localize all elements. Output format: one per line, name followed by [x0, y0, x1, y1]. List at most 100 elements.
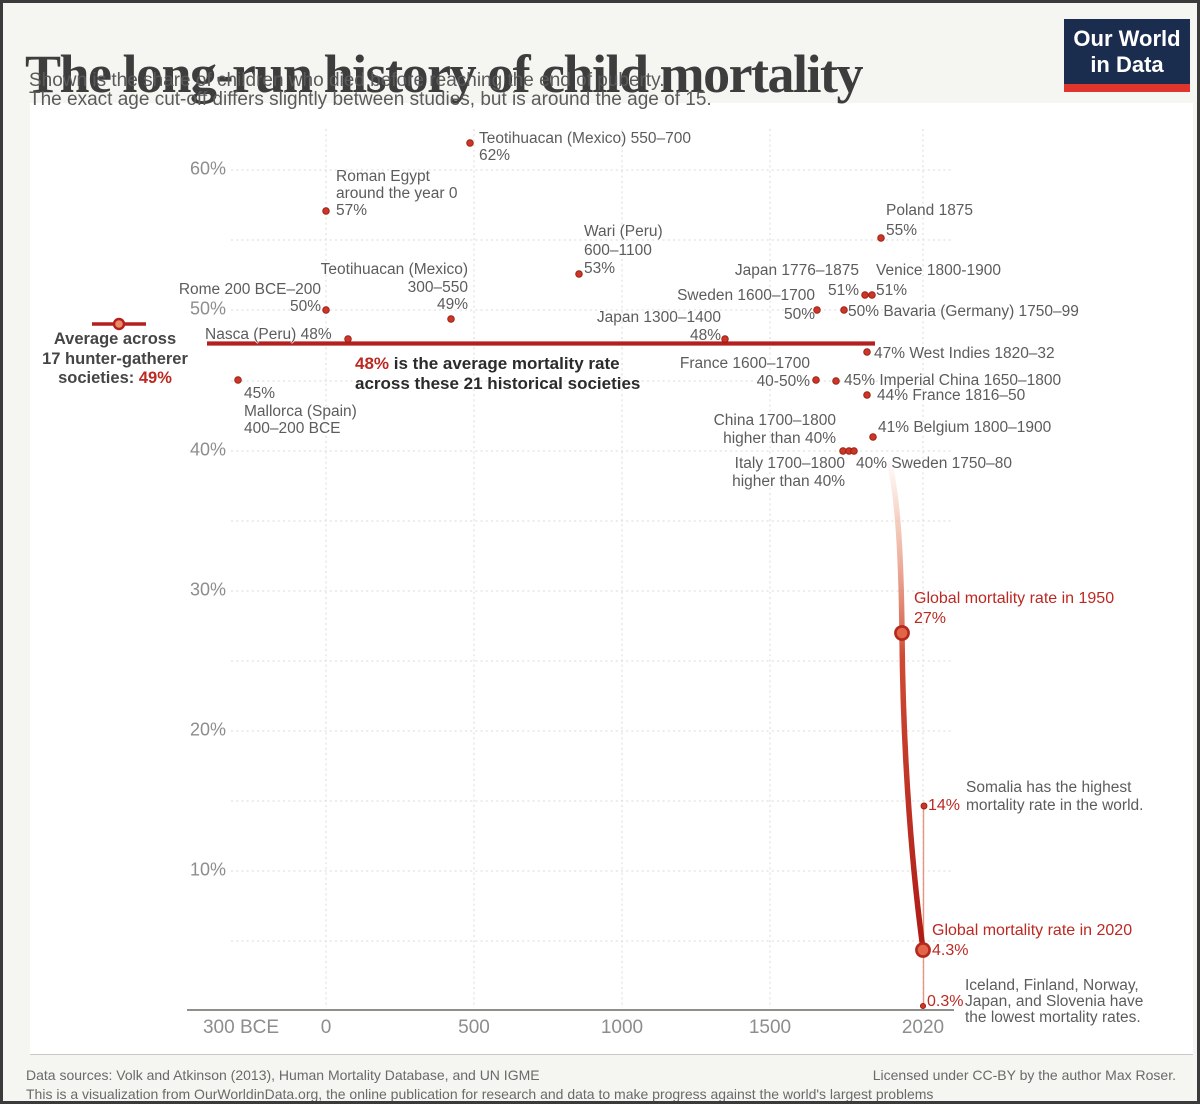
- annotation-line: France 1600–1700: [680, 355, 810, 373]
- annotation-line: societies: 49%: [42, 369, 188, 389]
- annotation-line: 45% Imperial China 1650–1800: [844, 373, 1061, 389]
- annotation-text: higher than 40%: [732, 473, 845, 490]
- annotation-line: 14%: [928, 797, 960, 814]
- annotation-text: Japan 1300–1400: [596, 309, 721, 326]
- annotation-line: Somalia has the highest: [966, 779, 1143, 797]
- annotation-text: Wari (Peru): [584, 223, 663, 240]
- annotation-text: Poland 1875: [886, 202, 974, 219]
- annotation-line: 41% Belgium 1800–1900: [878, 420, 1051, 436]
- annotation-text: China 1700–1800: [713, 412, 836, 429]
- x-tick-label: 2020: [901, 1017, 945, 1038]
- footer-tagline: This is a visualization from OurWorldinD…: [26, 1086, 934, 1102]
- annotation-line: Japan, and Slovenia have: [965, 994, 1143, 1010]
- plot-area: [30, 103, 1193, 1055]
- annotation-line: 53%: [584, 260, 663, 279]
- annotation-line: 44% France 1816–50: [877, 388, 1025, 404]
- annotation-france-1600-label: France 1600–1700 40-50%: [680, 355, 810, 391]
- annotation-line: Teotihuacan (Mexico) 550–700: [479, 130, 691, 147]
- annotation-text: France 1600–1700: [679, 355, 810, 372]
- annotation-line: across these 21 historical societies: [355, 374, 640, 394]
- annotation-line: higher than 40%: [714, 430, 836, 448]
- annotation-line: 51%: [876, 281, 1001, 301]
- annotation-line: Sweden 1600–1700: [677, 286, 815, 305]
- annotation-text: Japan 1776–1875: [734, 262, 859, 279]
- annotation-text: Global mortality rate in 2020: [932, 922, 1133, 939]
- annotation-text: Global mortality rate in 1950: [914, 590, 1115, 607]
- annotation-line: China 1700–1800: [714, 412, 836, 430]
- annotation-somalia-pct: 14%: [928, 797, 960, 814]
- annotation-line: Global mortality rate in 1950: [914, 589, 1114, 609]
- annotation-line: Mallorca (Spain): [244, 403, 357, 421]
- annotation-text: Venice 1800-1900: [876, 262, 1001, 279]
- annotation-line: 50% Bavaria (Germany) 1750–99: [848, 304, 1079, 320]
- annotation-text: 40-50%: [756, 373, 810, 390]
- annotation-wari-label: Wari (Peru) 600–1100 53%: [584, 223, 663, 279]
- annotation-line: Nasca (Peru) 48%: [205, 327, 332, 343]
- annotation-line: 45%: [244, 385, 357, 403]
- annotation-roman-egypt-label: Roman Egypt around the year 0 57%: [336, 168, 458, 219]
- annotation-sweden-1600-label: Sweden 1600–1700 50%: [677, 286, 815, 324]
- annotation-text: 40% Sweden 1750–80: [856, 455, 1012, 472]
- annotation-lowest-pct: 0.3%: [927, 993, 963, 1010]
- annotation-line: Teotihuacan (Mexico): [321, 261, 468, 279]
- annotation-poland-label: Poland 1875 55%: [886, 201, 973, 241]
- annotation-line: Italy 1700–1800: [732, 455, 845, 473]
- annotation-text: 0.3%: [927, 993, 964, 1010]
- annotation-line: 50%: [179, 297, 321, 316]
- annotation-line: higher than 40%: [732, 473, 845, 491]
- x-tick-label: 1500: [748, 1017, 792, 1038]
- annotation-text: 27%: [914, 609, 947, 627]
- annotation-text: Japan, and Slovenia have: [965, 993, 1144, 1010]
- annotation-text: higher than 40%: [723, 430, 836, 447]
- annotation-text: Mallorca (Spain): [244, 402, 357, 420]
- footer-license: Licensed under CC-BY by the author Max R…: [872, 1067, 1176, 1083]
- annotation-china-1700-label: China 1700–1800 higher than 40%: [714, 412, 836, 448]
- annotation-line: Wari (Peru): [584, 223, 663, 242]
- annotation-line: 49%: [321, 296, 468, 314]
- annotation-sweden-1750-label: 40% Sweden 1750–80: [856, 456, 1012, 472]
- annotation-imperial-china-label: 45% Imperial China 1650–1800: [844, 373, 1061, 389]
- annotation-line: 48% is the average mortality rate: [355, 354, 640, 374]
- subtitle-line-1: Shown is the share of children who died …: [29, 70, 665, 91]
- footer-data-sources: Data sources: Volk and Atkinson (2013), …: [26, 1067, 540, 1083]
- annotation-line: Venice 1800-1900: [876, 261, 1001, 281]
- annotation-rome-label: Rome 200 BCE–200 50%: [178, 281, 321, 316]
- annotation-france-1816-label: 44% France 1816–50: [877, 388, 1025, 404]
- annotation-line: Japan 1300–1400: [597, 309, 721, 327]
- annotation-text: Teotihuacan (Mexico): [320, 261, 468, 278]
- annotation-line: 48%: [597, 327, 721, 345]
- annotation-line: Japan 1776–1875: [735, 261, 859, 281]
- annotation-text: Average across: [53, 330, 177, 348]
- owid-logo-red-bar: [1064, 84, 1190, 92]
- annotation-text: 48%: [689, 327, 721, 344]
- annotation-line: 0.3%: [927, 993, 963, 1010]
- annotation-text: 4.3%: [932, 942, 969, 959]
- annotation-line: 55%: [886, 221, 973, 241]
- annotation-italy-1700-label: Italy 1700–1800 higher than 40%: [732, 455, 845, 491]
- y-tick-label: 20%: [189, 719, 226, 740]
- annotation-text: 48%: [355, 354, 390, 373]
- annotation-text: 50%: [783, 306, 815, 323]
- annotation-text: 50%: [289, 297, 321, 315]
- annotation-text: Rome 200 BCE–200: [178, 281, 321, 298]
- annotation-teotihuacan-550-700-label: Teotihuacan (Mexico) 550–700 62%: [479, 130, 691, 164]
- annotation-text: 41% Belgium 1800–1900: [878, 419, 1052, 436]
- annotation-line: 17 hunter-gatherer: [42, 350, 188, 370]
- annotation-line: 40-50%: [680, 373, 810, 391]
- annotation-text: Iceland, Finland, Norway,: [965, 977, 1139, 994]
- annotation-text: 45% Imperial China 1650–1800: [844, 372, 1062, 389]
- annotation-text: 51%: [827, 282, 859, 299]
- annotation-belgium-label: 41% Belgium 1800–1900: [878, 420, 1051, 436]
- annotation-line: Roman Egypt: [336, 168, 458, 186]
- y-tick-label: 40%: [189, 439, 226, 460]
- annotation-text: 49%: [138, 369, 172, 387]
- annotation-line: 300–550: [321, 279, 468, 297]
- annotation-line: Average across: [42, 330, 188, 350]
- page-title: The long-run history of child mortality: [25, 44, 864, 105]
- annotation-text: 57%: [336, 201, 368, 219]
- x-tick-label: 0: [320, 1017, 332, 1038]
- annotation-global-2020-label: Global mortality rate in 2020 4.3%: [932, 921, 1132, 961]
- x-tick-label: 1000: [600, 1017, 644, 1038]
- annotation-line: Poland 1875: [886, 201, 973, 221]
- annotation-text: 45%: [244, 385, 276, 402]
